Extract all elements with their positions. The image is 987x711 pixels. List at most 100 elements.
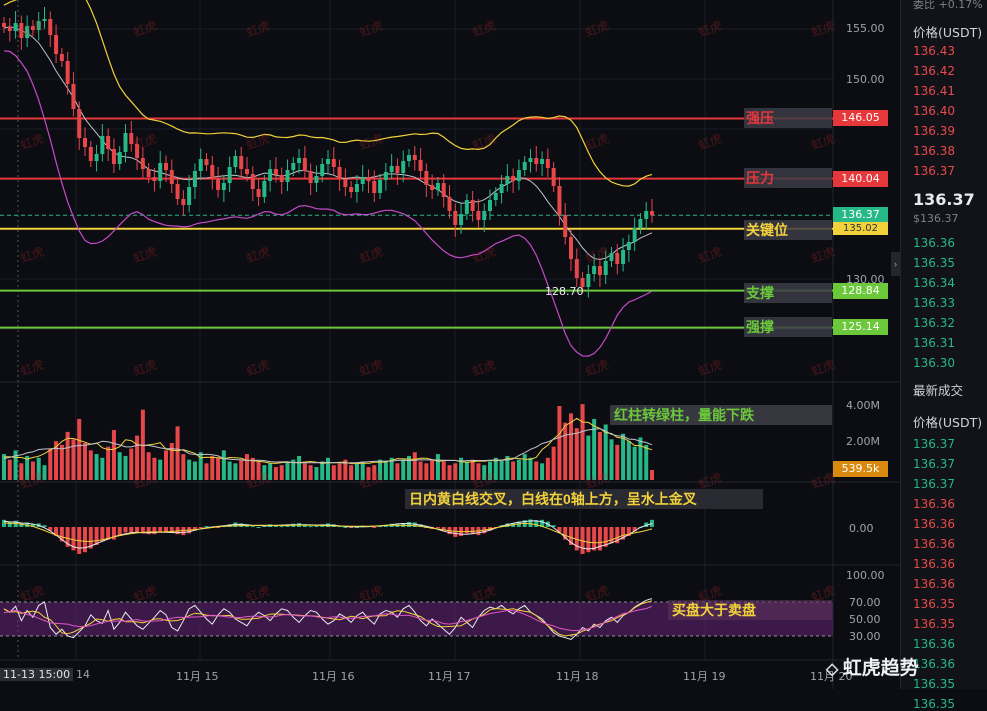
candle-body — [412, 155, 417, 160]
volume-bar — [42, 465, 47, 480]
volume-bar — [19, 463, 24, 480]
volume-bar — [372, 465, 377, 480]
candle-body — [407, 155, 411, 161]
volume-bar — [603, 424, 608, 480]
volume-bar — [632, 446, 637, 480]
macd-histogram-bar — [597, 527, 602, 551]
candle-body — [106, 136, 111, 149]
volume-bar — [123, 455, 128, 480]
brand-logo: ◇ 虹虎趋势 — [826, 653, 919, 680]
candle-body — [71, 84, 76, 109]
volume-bar — [308, 465, 313, 480]
candle-body — [638, 219, 643, 228]
candle-body — [152, 177, 157, 181]
candle-body — [360, 177, 365, 184]
candle-body — [94, 154, 99, 161]
trade-price: 136.35 — [913, 617, 955, 631]
candle-body — [54, 35, 59, 54]
volume-bar — [48, 448, 53, 480]
volume-bar — [470, 459, 475, 480]
x-tick-17: 11月 17 — [428, 670, 471, 683]
candle-body — [430, 185, 435, 190]
volume-bar — [511, 461, 516, 480]
volume-bar — [638, 437, 643, 480]
rsi-tick-100: 100.00 — [846, 569, 885, 582]
macd-histogram-bar — [117, 527, 122, 536]
volume-bar — [88, 450, 93, 480]
volume-bar — [245, 454, 249, 480]
candle-body — [453, 211, 458, 225]
bid-price[interactable]: 136.36 — [913, 236, 955, 250]
volume-bar — [545, 457, 550, 480]
ask-price[interactable]: 136.37 — [913, 164, 955, 178]
volume-bar — [152, 457, 157, 480]
ask-price[interactable]: 136.42 — [913, 64, 955, 78]
bid-price[interactable]: 136.30 — [913, 356, 955, 370]
volume-bar — [621, 433, 626, 480]
volume-bar — [505, 455, 510, 480]
panel-toggle-handle[interactable]: › — [891, 252, 900, 276]
candle-body — [273, 169, 278, 175]
bid-price[interactable]: 136.35 — [913, 256, 955, 270]
candle-body — [586, 274, 591, 287]
tag-strong-resistance: 146.05 — [833, 110, 888, 126]
bid-price[interactable]: 136.32 — [913, 316, 955, 330]
logo-icon: ◇ — [826, 661, 843, 678]
volume-bar — [580, 404, 585, 480]
candle-body — [88, 147, 93, 161]
volume-bar — [412, 452, 417, 480]
macd-histogram-bar — [644, 522, 649, 527]
ask-price[interactable]: 136.43 — [913, 44, 955, 58]
ask-price[interactable]: 136.41 — [913, 84, 955, 98]
candle-body — [366, 177, 371, 181]
macd-histogram-bar — [48, 527, 53, 531]
macd-histogram-bar — [256, 527, 261, 528]
candle-body — [615, 253, 620, 264]
volume-bar — [13, 450, 18, 480]
volume-bar — [77, 418, 82, 480]
candle-body — [418, 160, 423, 171]
volume-bar — [129, 448, 134, 480]
macd-histogram-bar — [19, 523, 24, 527]
volume-bar — [250, 457, 255, 480]
candle-body — [164, 163, 168, 170]
macd-histogram-bar — [314, 525, 319, 527]
ask-price[interactable]: 136.39 — [913, 124, 955, 138]
bid-price[interactable]: 136.31 — [913, 336, 955, 350]
macd-histogram-bar — [505, 523, 510, 527]
ask-price[interactable]: 136.40 — [913, 104, 955, 118]
candle-body — [25, 26, 30, 38]
bid-price[interactable]: 136.33 — [913, 296, 955, 310]
trade-price: 136.36 — [913, 557, 955, 571]
macd-histogram-bar — [551, 525, 556, 527]
bid-price[interactable]: 136.34 — [913, 276, 955, 290]
volume-bar — [522, 454, 527, 480]
candle-body — [401, 161, 406, 173]
candle-body — [198, 159, 203, 171]
x-tick-start: 11-13 15:00 — [0, 668, 74, 681]
volume-bar — [192, 461, 197, 480]
volume-bar — [187, 459, 192, 480]
macd-histogram-bar — [302, 524, 307, 527]
macd-histogram-bar — [343, 527, 348, 528]
macd-histogram-bar — [279, 526, 284, 528]
macd-histogram-bar — [135, 527, 140, 533]
macd-histogram-bar — [123, 527, 128, 533]
low-price-marker: 128.70 — [545, 285, 584, 298]
volume-bar — [227, 461, 232, 480]
volume-bar — [25, 455, 30, 480]
candle-body — [7, 27, 12, 31]
volume-bar — [106, 446, 111, 480]
candle-body — [441, 183, 446, 197]
volume-bar — [146, 452, 151, 480]
volume-bar — [221, 450, 226, 480]
volume-bar — [435, 454, 440, 480]
candle-body — [354, 184, 359, 192]
ask-price[interactable]: 136.38 — [913, 144, 955, 158]
volume-bar — [366, 467, 371, 480]
volume-bar — [418, 461, 423, 480]
macd-histogram-bar — [354, 527, 359, 528]
candle-body — [557, 186, 562, 215]
candle-body — [320, 164, 325, 176]
candle-body — [279, 175, 284, 182]
